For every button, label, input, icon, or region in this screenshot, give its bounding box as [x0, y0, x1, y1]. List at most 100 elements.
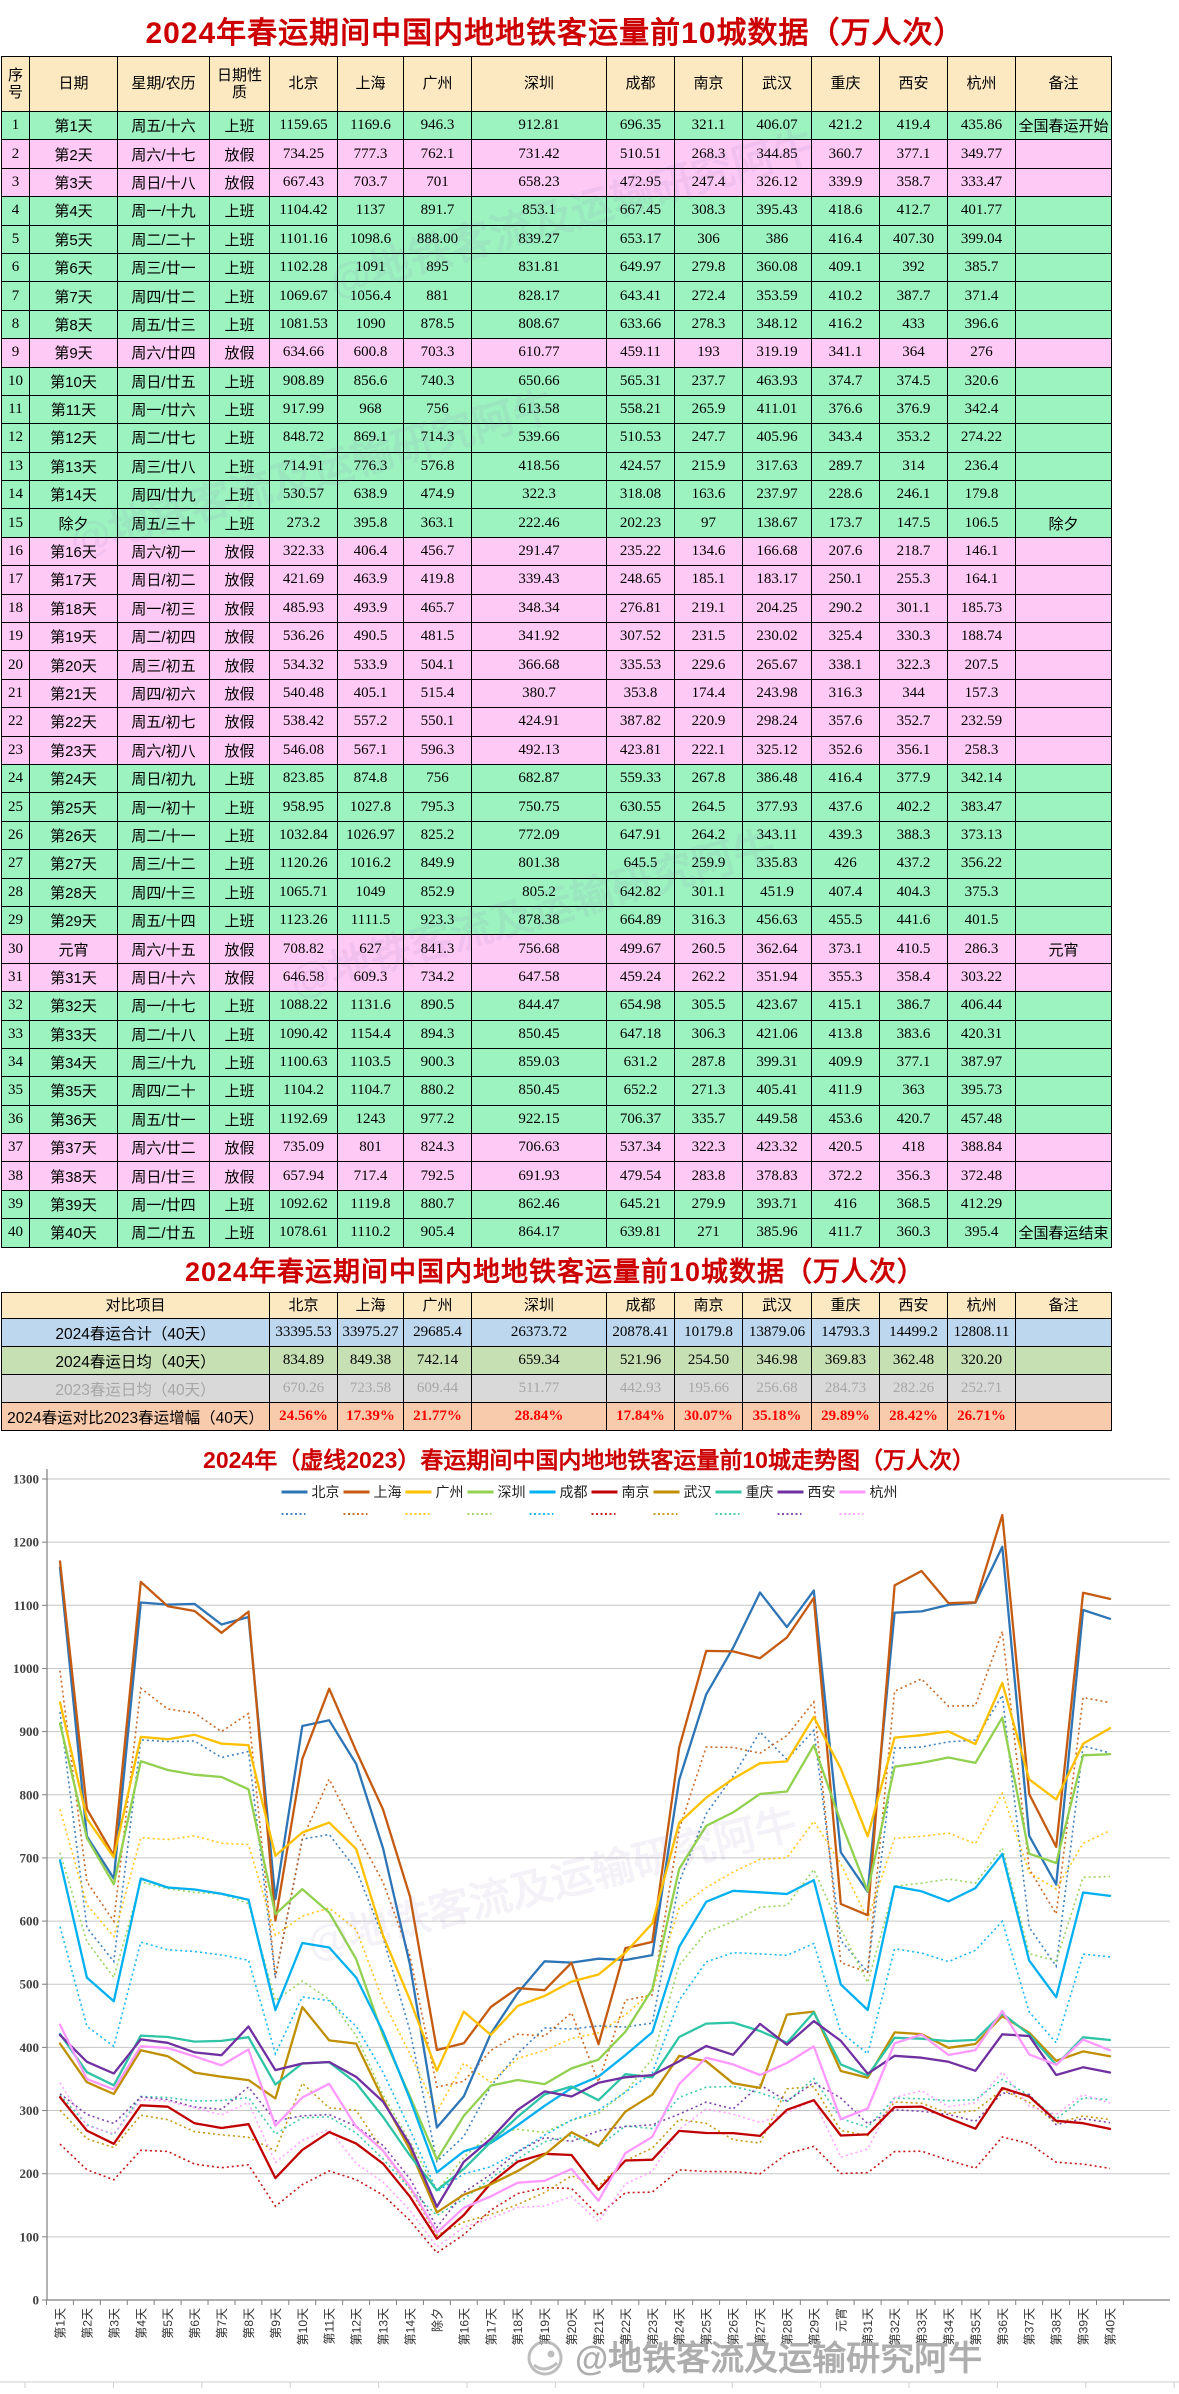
week-lunar-cell: 周五/廿三: [117, 309, 210, 340]
value-cell: 455.5: [811, 905, 880, 936]
x-axis-label: 第19天: [538, 2308, 552, 2345]
row-number: 9: [1, 338, 30, 368]
summary-table: 对比项目 北京 上海 广州 深圳 成都 南京 武汉 重庆 西安 杭州 备注 2024春运合计（40天） 3…: [0, 1292, 1113, 1431]
summary-value: 369.83: [811, 1346, 881, 1375]
date-cell: 第8天: [29, 309, 118, 340]
value-cell: 388.84: [947, 1133, 1016, 1163]
date-cell: 第14天: [29, 480, 118, 510]
value-cell: 355.3: [811, 962, 880, 993]
value-cell: 451.9: [742, 877, 812, 907]
summary-value: 17.84%: [606, 1402, 676, 1431]
table-row: 3 第3天 周日/十八 放假 667.43 703.7 701 658.23 472.95 247…: [1, 167, 1112, 198]
row-number: 35: [1, 1076, 30, 1106]
value-cell: 319.19: [742, 338, 812, 368]
value-cell: 499.67: [606, 934, 675, 964]
value-cell: 157.3: [947, 678, 1016, 709]
value-cell: 717.4: [337, 1161, 404, 1191]
value-cell: 377.1: [879, 1047, 948, 1078]
table-row: 38 第38天 周日/廿三 放假 657.94 717.4 792.5 691.93 479.5…: [1, 1161, 1112, 1191]
column-header: 深圳: [471, 1292, 608, 1319]
value-cell: 291.47: [471, 536, 607, 567]
value-cell: 268.3: [674, 139, 743, 169]
note-cell: [1015, 849, 1112, 879]
day-type-cell: 上班: [209, 763, 270, 794]
summary-value: 252.71: [947, 1374, 1017, 1403]
value-cell: 97: [674, 508, 743, 538]
day-type-cell: 放假: [209, 650, 270, 680]
summary-value: 29685.4: [403, 1318, 473, 1347]
value-cell: 874.8: [337, 763, 404, 794]
value-cell: 335.83: [742, 849, 812, 879]
value-cell: 1065.71: [269, 877, 338, 907]
table2-title: 2024年春运期间中国内地地铁客运量前10城数据（万人次）: [184, 1257, 926, 1287]
series-2024-西安: [58, 2019, 1112, 2208]
x-axis-label: 第22天: [619, 2308, 633, 2345]
value-cell: 273.2: [269, 508, 338, 538]
column-header: 星期/农历: [117, 56, 210, 112]
value-cell: 667.45: [606, 196, 675, 226]
value-cell: 289.7: [811, 451, 880, 482]
value-cell: 421.69: [269, 565, 338, 595]
table-row: 9 第9天 周六/廿四 放假 634.66 600.8 703.3 610.77 459.11 1…: [1, 338, 1112, 368]
row-number: 20: [1, 650, 30, 680]
note-cell: [1015, 139, 1112, 169]
value-cell: 401.5: [947, 905, 1016, 936]
value-cell: 353.2: [879, 423, 948, 453]
value-cell: 472.95: [606, 167, 675, 198]
row-number: 14: [1, 480, 30, 510]
value-cell: 776.3: [337, 451, 404, 482]
value-cell: 335.53: [606, 650, 675, 680]
day-type-cell: 放假: [209, 678, 270, 709]
value-cell: 377.93: [742, 792, 812, 822]
value-cell: 565.31: [606, 366, 675, 396]
value-cell: 538.42: [269, 707, 338, 737]
value-cell: 1098.6: [337, 224, 404, 254]
value-cell: 825.2: [403, 820, 472, 851]
x-axis-label: 第28天: [780, 2308, 794, 2345]
value-cell: 530.57: [269, 480, 338, 510]
value-cell: 596.3: [403, 735, 472, 765]
value-cell: 546.08: [269, 735, 338, 765]
day-type-cell: 放假: [209, 139, 270, 169]
row-number: 24: [1, 763, 30, 794]
value-cell: 1104.42: [269, 196, 338, 226]
value-cell: 416.4: [811, 224, 880, 254]
value-cell: 479.54: [606, 1161, 675, 1191]
table-row: 27 第27天 周三/十二 上班 1120.26 1016.2 849.9 801.38 645…: [1, 849, 1112, 879]
table-row: 1 第1天 周五/十六 上班 1159.65 1169.6 946.3 912.81 696.3…: [1, 110, 1112, 141]
value-cell: 792.5: [403, 1161, 472, 1191]
day-type-cell: 上班: [209, 820, 270, 851]
table-row: 11 第11天 周一/廿六 上班 917.99 968 756 613.58 558.21 265…: [1, 394, 1112, 425]
column-header: 杭州: [947, 56, 1016, 112]
value-cell: 850.45: [471, 1076, 607, 1106]
value-cell: 416: [811, 1189, 880, 1220]
value-cell: 894.3: [403, 1019, 472, 1049]
day-type-cell: 放假: [209, 338, 270, 368]
summary-value: 284.73: [811, 1374, 881, 1403]
value-cell: 540.48: [269, 678, 338, 709]
value-cell: 228.6: [811, 480, 880, 510]
value-cell: 439.3: [811, 820, 880, 851]
value-cell: 1026.97: [337, 820, 404, 851]
value-cell: 848.72: [269, 423, 338, 453]
value-cell: 1169.6: [337, 110, 404, 141]
table-row: 21 第21天 周四/初六 放假 540.48 405.1 515.4 380.7 353.8 1…: [1, 678, 1112, 709]
summary-value: 195.66: [674, 1374, 744, 1403]
note-cell: [1015, 1133, 1112, 1163]
date-cell: 第34天: [29, 1047, 118, 1078]
date-cell: 第2天: [29, 139, 118, 169]
week-lunar-cell: 周四/二十: [117, 1076, 210, 1106]
week-lunar-cell: 周四/十三: [117, 877, 210, 907]
value-cell: 762.1: [403, 139, 472, 169]
value-cell: 356.3: [879, 1161, 948, 1191]
value-cell: 352.6: [811, 735, 880, 765]
week-lunar-cell: 周五/廿一: [117, 1104, 210, 1135]
column-header: 杭州: [947, 1292, 1017, 1319]
value-cell: 321.1: [674, 110, 743, 141]
week-lunar-cell: 周二/二十: [117, 224, 210, 254]
column-header: 重庆: [811, 56, 880, 112]
note-cell: [1015, 338, 1112, 368]
value-cell: 246.1: [879, 480, 948, 510]
value-cell: 378.83: [742, 1161, 812, 1191]
table-row: 31 第31天 周日/十六 放假 646.58 609.3 734.2 647.58 459.2…: [1, 962, 1112, 993]
